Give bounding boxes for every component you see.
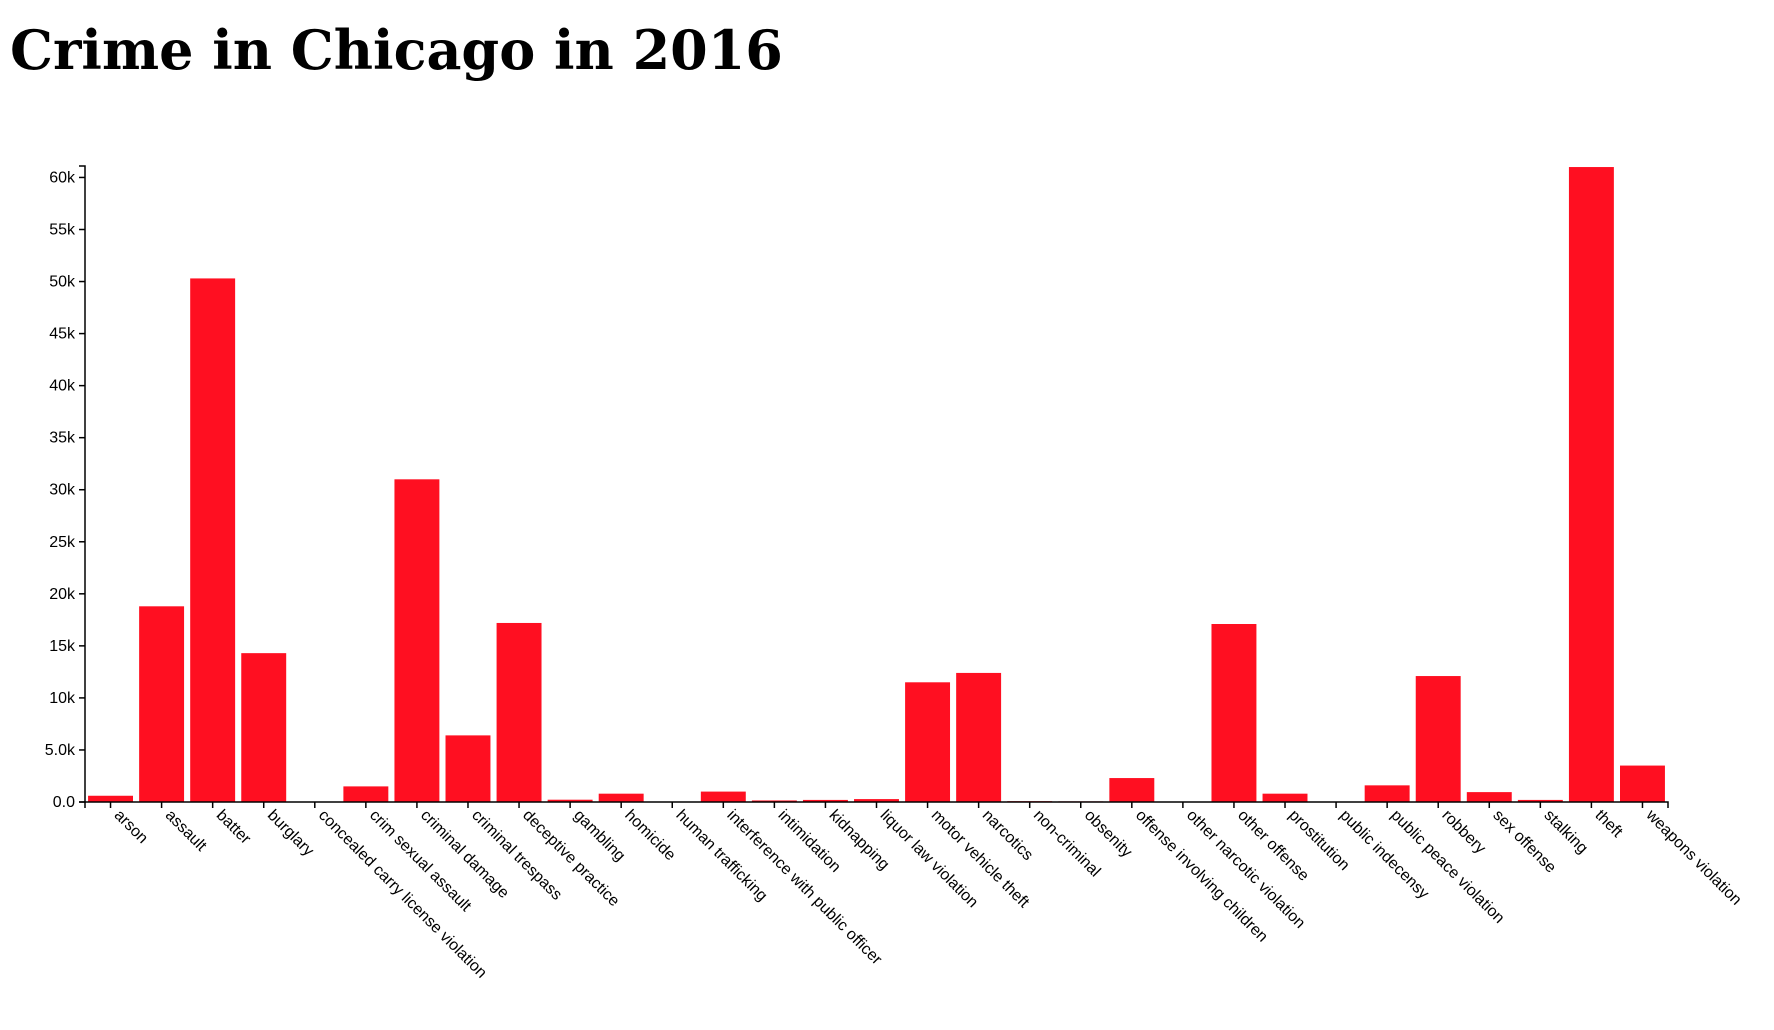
bar-weapons-violation [1619,765,1665,802]
y-tick-label: 50k [49,274,76,291]
bar-deceptive-practice [496,622,542,802]
x-tick-label: human trafficking [672,807,770,905]
x-tick-label: public indecensy [1336,807,1432,903]
x-tick-label: criminal trespass [468,807,565,904]
bar-criminal-trespass [445,735,491,802]
bar-burglary [241,653,287,802]
bar-offense-involving-children [1109,778,1155,802]
y-tick-label: 35k [49,430,76,447]
x-tick-label: stalking [1541,807,1591,857]
y-tick-label: 20k [49,586,76,603]
bar-crim-sexual-assault [343,786,389,802]
y-tick-label: 60k [49,169,76,186]
x-tick-label: theft [1592,807,1626,841]
bar-batter [190,278,236,803]
y-tick-label: 25k [49,534,76,551]
bar-homicide [598,793,644,802]
x-tick-label: arson [111,807,151,847]
y-tick-label: 45k [49,326,76,343]
y-axis-line [79,165,86,803]
bar-robbery [1415,676,1461,802]
x-tick-label: robbery [1438,807,1488,857]
x-tick-label: criminal damage [417,807,512,902]
x-tick-label: assault [162,807,210,855]
bar-assault [139,606,185,802]
bar-kidnapping [802,799,848,802]
y-tick-label: 5.0k [45,742,76,759]
bar-theft [1568,167,1614,803]
y-tick-label: 30k [49,482,76,499]
y-tick-label: 40k [49,378,76,395]
y-tick-label: 15k [49,638,76,655]
y-tick-label: 55k [49,221,76,238]
x-tick-label: batter [213,807,254,848]
x-tick-label: homicide [621,807,678,864]
bar-sex-offense [1466,792,1512,802]
bar-gambling [547,799,593,802]
bar-stalking [1517,799,1563,802]
x-tick-label: weapons violation [1642,806,1745,909]
x-tick-label: liquor law violation [877,807,981,911]
page-title: Crime in Chicago in 2016 [10,18,783,82]
bar-intimidation [751,800,797,802]
bar-criminal-damage [394,479,440,802]
y-axis: 0.0 5.0k 10k 15k 20k 25k 30k 35k 40k 45k 50k 55k 60k [45,165,86,811]
x-tick-label: motor vehicle theft [928,807,1033,912]
x-tick-label: burglary [264,807,317,860]
bars-group [88,167,1665,803]
bar-narcotics [956,672,1002,802]
bar-liquor-law-violation [854,799,899,802]
x-tick-label: deceptive practice [519,807,622,910]
bar-public-peace-violation [1364,785,1410,802]
bar-prostitution [1262,793,1308,802]
bar-interference-with-public-officer [700,791,746,802]
bar-motor-vehicle-theft [905,682,951,802]
y-tick-label: 0.0 [53,794,75,811]
y-tick-label: 10k [49,690,76,707]
bar-arson [88,795,134,802]
bar-other-offense [1211,624,1257,802]
